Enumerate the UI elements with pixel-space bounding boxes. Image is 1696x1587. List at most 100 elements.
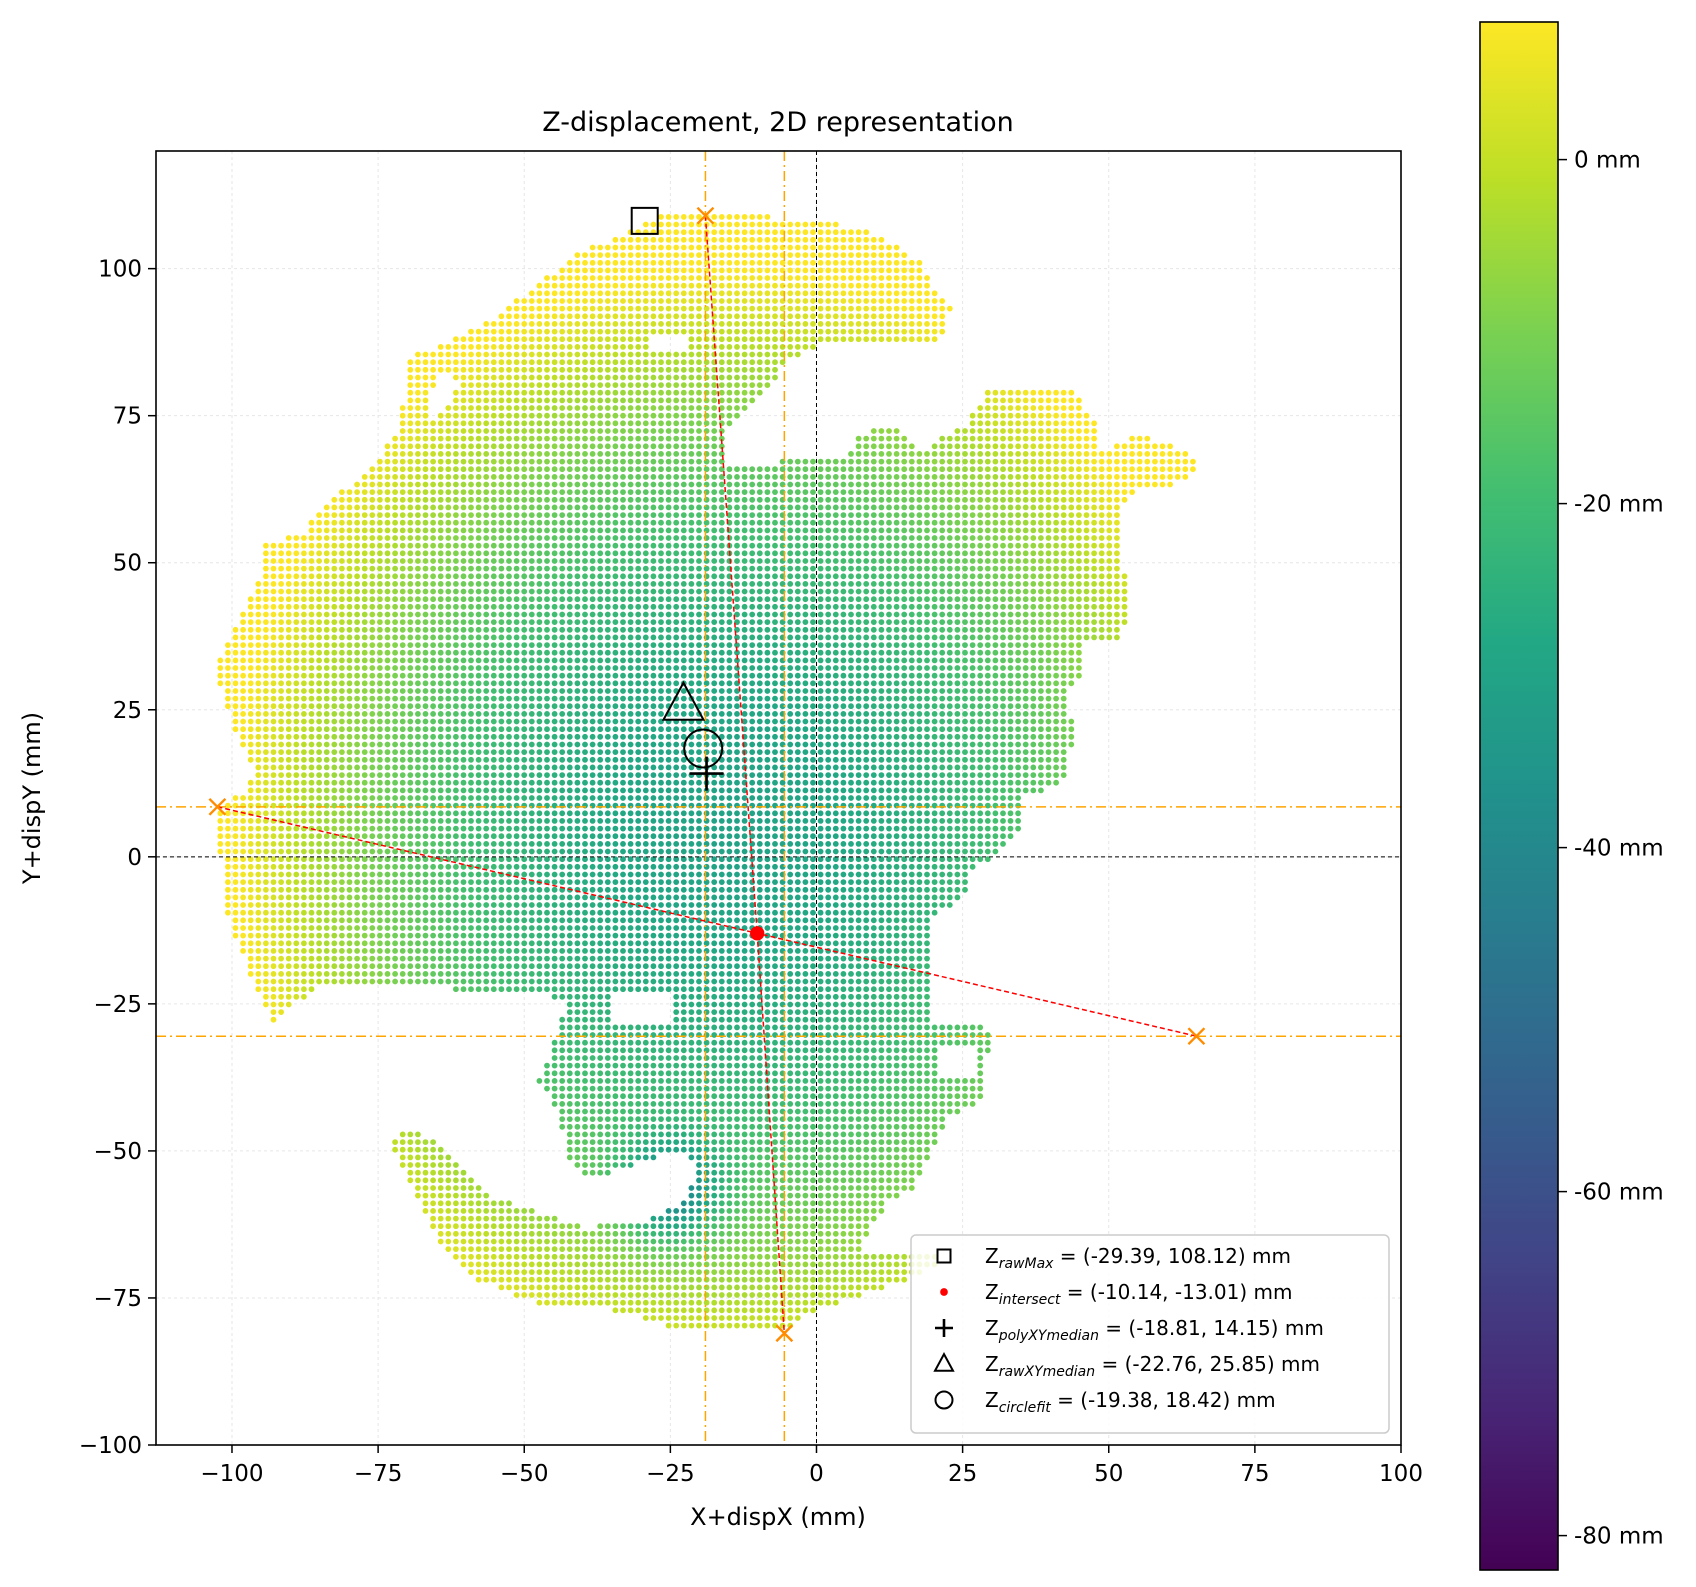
surface-point xyxy=(727,1200,733,1206)
surface-point xyxy=(810,902,816,908)
surface-point xyxy=(415,864,421,870)
surface-point xyxy=(476,1208,482,1214)
surface-point xyxy=(673,971,679,977)
surface-point xyxy=(263,948,269,954)
surface-point xyxy=(240,818,246,824)
surface-point xyxy=(924,979,930,985)
surface-point xyxy=(567,940,573,946)
surface-point xyxy=(537,849,543,855)
surface-point xyxy=(453,1177,459,1183)
surface-point xyxy=(407,872,413,878)
surface-point xyxy=(468,1177,474,1183)
surface-point xyxy=(765,1040,771,1046)
surface-point xyxy=(711,1231,717,1237)
surface-point xyxy=(932,1025,938,1031)
surface-point xyxy=(719,1323,725,1329)
surface-point xyxy=(833,925,839,931)
surface-point xyxy=(506,1223,512,1229)
surface-point xyxy=(506,780,512,786)
surface-point xyxy=(795,1231,801,1237)
surface-point xyxy=(468,895,474,901)
surface-point xyxy=(977,803,983,809)
surface-point xyxy=(552,849,558,855)
surface-point xyxy=(643,1070,649,1076)
surface-point xyxy=(635,940,641,946)
surface-point xyxy=(689,986,695,992)
surface-point xyxy=(689,1315,695,1321)
surface-point xyxy=(704,1323,710,1329)
surface-point xyxy=(293,864,299,870)
surface-point xyxy=(749,1292,755,1298)
surface-point xyxy=(871,780,877,786)
surface-point xyxy=(711,841,717,847)
surface-point xyxy=(841,925,847,931)
surface-point xyxy=(468,971,474,977)
surface-point xyxy=(438,1231,444,1237)
surface-point xyxy=(590,1025,596,1031)
surface-point xyxy=(453,1254,459,1260)
surface-point xyxy=(704,1139,710,1145)
surface-point xyxy=(962,795,968,801)
surface-point xyxy=(841,1132,847,1138)
surface-point xyxy=(445,1246,451,1252)
surface-point xyxy=(301,810,307,816)
surface-point xyxy=(438,772,444,778)
surface-point xyxy=(286,826,292,832)
surface-point xyxy=(582,1170,588,1176)
surface-point xyxy=(681,772,687,778)
surface-point xyxy=(848,1162,854,1168)
surface-point xyxy=(309,956,315,962)
surface-point xyxy=(894,1093,900,1099)
surface-point xyxy=(787,833,793,839)
surface-point xyxy=(909,956,915,962)
surface-point xyxy=(810,833,816,839)
surface-point xyxy=(681,795,687,801)
surface-point xyxy=(483,879,489,885)
surface-point xyxy=(537,833,543,839)
surface-point xyxy=(666,902,672,908)
surface-point xyxy=(879,925,885,931)
surface-point xyxy=(666,933,672,939)
surface-point xyxy=(681,1017,687,1023)
surface-point xyxy=(863,818,869,824)
surface-point xyxy=(225,895,231,901)
surface-point xyxy=(970,826,976,832)
surface-point xyxy=(917,940,923,946)
surface-point xyxy=(696,1047,702,1053)
surface-point xyxy=(894,1032,900,1038)
surface-point xyxy=(354,849,360,855)
surface-point xyxy=(841,1292,847,1298)
surface-point xyxy=(240,948,246,954)
surface-point xyxy=(559,940,565,946)
surface-point xyxy=(575,963,581,969)
surface-point xyxy=(689,933,695,939)
surface-point xyxy=(719,1208,725,1214)
surface-point xyxy=(909,1170,915,1176)
surface-point xyxy=(901,841,907,847)
surface-point xyxy=(529,795,535,801)
surface-point xyxy=(932,895,938,901)
surface-point xyxy=(658,1047,664,1053)
surface-point xyxy=(400,795,406,801)
surface-point xyxy=(316,979,322,985)
surface-point xyxy=(825,986,831,992)
surface-point xyxy=(803,1170,809,1176)
surface-point xyxy=(719,887,725,893)
surface-point xyxy=(506,986,512,992)
surface-point xyxy=(833,1109,839,1115)
surface-point xyxy=(658,1078,664,1084)
surface-point xyxy=(392,902,398,908)
surface-point xyxy=(575,810,581,816)
surface-point xyxy=(658,1254,664,1260)
surface-point xyxy=(499,1223,505,1229)
surface-point xyxy=(597,1002,603,1008)
surface-point xyxy=(575,1032,581,1038)
surface-point xyxy=(248,818,254,824)
surface-point xyxy=(613,1307,619,1313)
surface-point xyxy=(787,956,793,962)
surface-point xyxy=(757,1285,763,1291)
surface-point xyxy=(392,971,398,977)
surface-point xyxy=(810,849,816,855)
surface-point xyxy=(901,1032,907,1038)
surface-point xyxy=(438,818,444,824)
